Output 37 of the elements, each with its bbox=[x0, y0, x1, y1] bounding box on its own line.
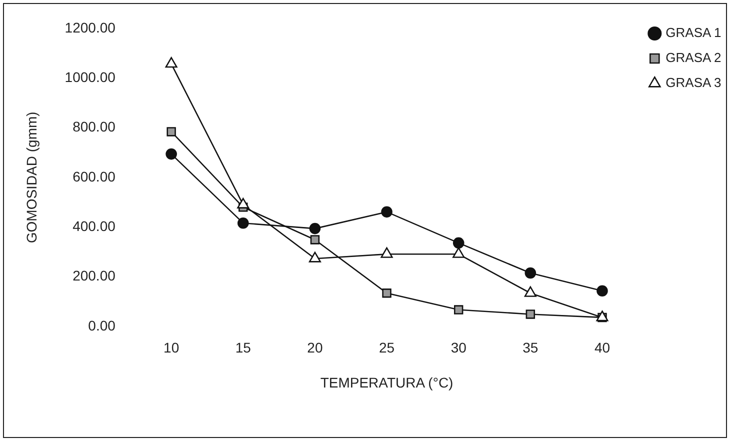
point bbox=[524, 267, 536, 279]
point bbox=[237, 198, 250, 208]
point bbox=[237, 217, 249, 229]
y-tick-label: 600.00 bbox=[72, 168, 116, 184]
x-tick-label: 25 bbox=[378, 340, 395, 356]
point bbox=[524, 286, 536, 297]
x-tick-label: 35 bbox=[522, 340, 538, 356]
point bbox=[452, 237, 464, 249]
x-tick-label: 40 bbox=[594, 340, 610, 356]
point bbox=[165, 57, 178, 68]
point bbox=[309, 222, 321, 234]
y-tick-label: 200.00 bbox=[72, 268, 116, 284]
y-tick-label: 400.00 bbox=[72, 218, 116, 234]
x-tick-label: 20 bbox=[307, 340, 323, 356]
point bbox=[308, 252, 321, 262]
point bbox=[526, 310, 536, 319]
x-tick-label: 10 bbox=[164, 340, 180, 356]
y-tick-label: 1200.00 bbox=[64, 19, 116, 36]
point bbox=[452, 247, 465, 258]
point bbox=[166, 127, 176, 136]
point bbox=[596, 285, 608, 297]
y-tick-label: 800.00 bbox=[72, 118, 116, 135]
x-tick-label: 30 bbox=[450, 340, 467, 356]
x-axis-title: TEMPERATURA (°C) bbox=[320, 374, 454, 390]
y-tick-label: 1000.00 bbox=[64, 68, 116, 85]
point bbox=[166, 148, 177, 160]
legend-label: GRASA 1 bbox=[666, 25, 722, 40]
y-axis-title: GOMOSIDAD (gmm) bbox=[23, 112, 40, 244]
point bbox=[454, 305, 464, 314]
point bbox=[380, 247, 393, 258]
point bbox=[310, 235, 320, 244]
legend-label: GRASA 3 bbox=[666, 75, 722, 90]
x-tick-label: 15 bbox=[235, 340, 252, 356]
point bbox=[381, 206, 392, 218]
y-tick-label: 0.00 bbox=[88, 317, 116, 334]
legend-label: GRASA 2 bbox=[666, 50, 722, 66]
point bbox=[382, 288, 392, 298]
